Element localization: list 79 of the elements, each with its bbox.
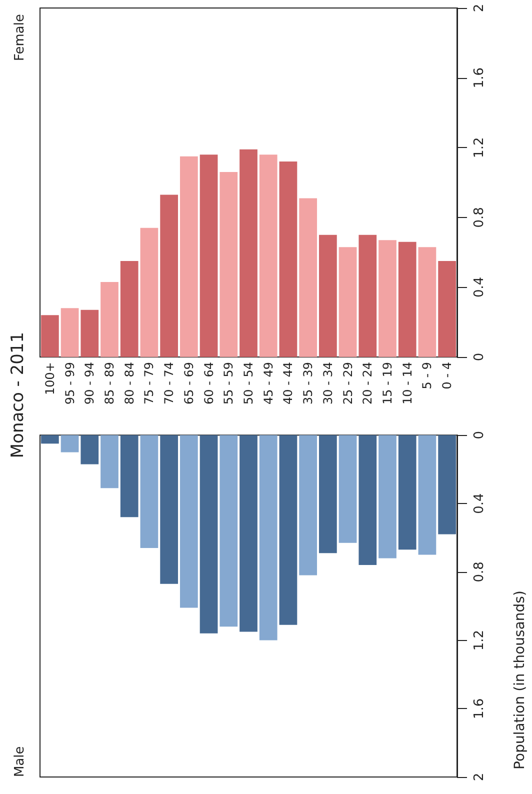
bar <box>200 154 218 357</box>
y-tick-label: 1.2 <box>472 137 487 158</box>
y-tick-label: 0.4 <box>472 276 487 298</box>
y-tick-label: 0 <box>472 352 487 362</box>
bar <box>418 435 436 555</box>
x-tick-label: 25 - 29 <box>340 362 355 404</box>
x-tick-label: 60 - 64 <box>202 362 216 404</box>
x-tick-label: 50 - 54 <box>242 362 256 404</box>
y-tick-label: 2 <box>472 772 487 782</box>
bar <box>140 228 158 357</box>
bar <box>180 156 198 357</box>
x-tick-label: 75 - 79 <box>142 362 156 404</box>
text: Female <box>12 14 28 62</box>
y-axis-title: Population (in thousands) <box>512 590 528 770</box>
x-tick-label: 35 - 39 <box>301 362 316 404</box>
bar <box>160 194 178 357</box>
bar <box>240 149 258 357</box>
bar <box>279 162 298 357</box>
x-tick-label: 20 - 24 <box>360 362 375 404</box>
bar <box>60 308 79 357</box>
bar <box>60 435 79 452</box>
bar <box>259 154 278 357</box>
y-tick-label: 0.8 <box>472 562 487 582</box>
x-tick-label: 30 - 34 <box>320 362 335 404</box>
bar <box>240 435 258 632</box>
x-tick-label: 0 - 4 <box>440 362 454 390</box>
bar <box>398 435 416 550</box>
y-tick-label: 1.6 <box>472 698 487 719</box>
bar <box>120 435 138 518</box>
bar <box>338 435 357 543</box>
bar <box>140 435 158 548</box>
x-tick-label: 90 - 94 <box>82 362 97 404</box>
bar <box>378 240 396 357</box>
bar <box>438 261 456 357</box>
bar <box>220 172 238 357</box>
x-tick-label: 5 - 9 <box>420 362 434 390</box>
y-tick-label: 0 <box>472 430 487 440</box>
bar <box>338 247 357 357</box>
bar <box>180 435 198 608</box>
y-tick-label: 0.4 <box>472 493 487 514</box>
x-tick-label: 100+ <box>42 362 57 395</box>
y-tick-label: 0.8 <box>472 207 487 228</box>
bar <box>358 234 377 357</box>
bar <box>100 282 118 357</box>
x-tick-label: 70 - 74 <box>162 362 176 404</box>
y-tick-label: 1.6 <box>472 67 487 88</box>
bar <box>120 261 138 357</box>
text: Male <box>12 746 28 777</box>
bar <box>378 435 396 558</box>
x-tick-label: 45 - 49 <box>261 362 276 404</box>
y-tick-label: 2 <box>472 4 487 12</box>
x-tick-label: 15 - 19 <box>380 362 394 404</box>
bar <box>318 435 337 554</box>
bar <box>200 435 218 634</box>
bar <box>80 435 99 464</box>
bar <box>100 435 118 488</box>
x-tick-label: 95 - 99 <box>62 362 77 404</box>
bar <box>438 435 456 534</box>
bar <box>279 435 298 625</box>
x-tick-label: 65 - 69 <box>182 362 196 404</box>
x-tick-label: 55 - 59 <box>222 362 236 404</box>
bar <box>160 435 178 584</box>
bar <box>40 315 59 357</box>
bar <box>220 435 238 627</box>
x-tick-label: 10 - 14 <box>400 362 414 404</box>
bar <box>318 234 337 357</box>
bar <box>418 247 436 357</box>
bar <box>80 310 99 357</box>
bar <box>358 435 377 566</box>
y-tick-label: 1.2 <box>472 630 487 651</box>
bar <box>299 435 318 576</box>
x-tick-label: 40 - 44 <box>281 362 296 404</box>
x-tick-label: 85 - 89 <box>102 362 116 404</box>
bar <box>299 198 318 357</box>
bar <box>398 242 416 357</box>
x-tick-label: 80 - 84 <box>122 362 136 404</box>
bar <box>40 435 59 444</box>
chart-title: Monaco - 2011 <box>8 332 28 458</box>
bar <box>259 435 278 640</box>
